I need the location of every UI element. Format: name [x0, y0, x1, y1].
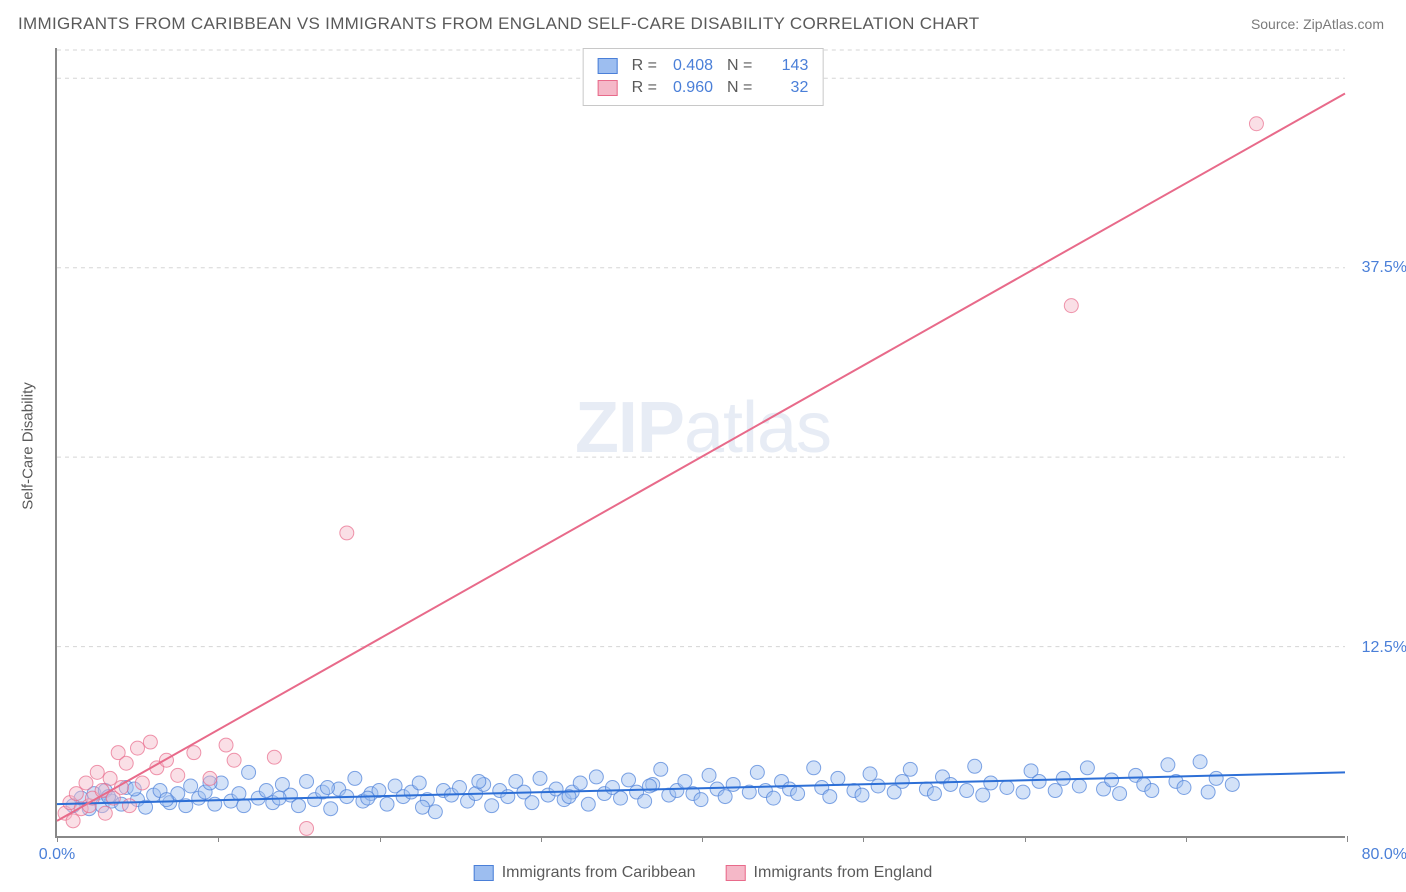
- legend-label-england: Immigrants from England: [754, 864, 933, 882]
- y-tick-label: 12.5%: [1352, 639, 1406, 657]
- chart-svg: [57, 48, 1345, 836]
- y-tick-label: 37.5%: [1352, 259, 1406, 277]
- plot-area: 12.5%37.5%0.0%80.0%: [55, 48, 1345, 838]
- legend-swatch-caribbean: [598, 58, 618, 74]
- legend-row-caribbean: R = 0.408 N = 143: [598, 55, 809, 77]
- r-value-england: 0.960: [667, 77, 713, 99]
- legend-swatch-england-icon: [726, 865, 746, 881]
- legend-swatch-caribbean-icon: [474, 865, 494, 881]
- x-tick-label: 0.0%: [39, 846, 75, 864]
- legend-row-england: R = 0.960 N = 32: [598, 77, 809, 99]
- y-axis-label: Self-Care Disability: [20, 382, 37, 510]
- legend-correlation: R = 0.408 N = 143 R = 0.960 N = 32: [583, 48, 824, 106]
- legend-series: Immigrants from Caribbean Immigrants fro…: [474, 864, 933, 882]
- legend-item-caribbean: Immigrants from Caribbean: [474, 864, 696, 882]
- legend-label-caribbean: Immigrants from Caribbean: [502, 864, 696, 882]
- chart-title: IMMIGRANTS FROM CARIBBEAN VS IMMIGRANTS …: [18, 14, 979, 34]
- legend-swatch-england: [598, 80, 618, 96]
- source-label: Source: ZipAtlas.com: [1251, 16, 1384, 32]
- r-value-caribbean: 0.408: [667, 55, 713, 77]
- n-value-england: 32: [762, 77, 808, 99]
- x-tick-label: 80.0%: [1352, 846, 1406, 864]
- legend-item-england: Immigrants from England: [726, 864, 933, 882]
- n-value-caribbean: 143: [762, 55, 808, 77]
